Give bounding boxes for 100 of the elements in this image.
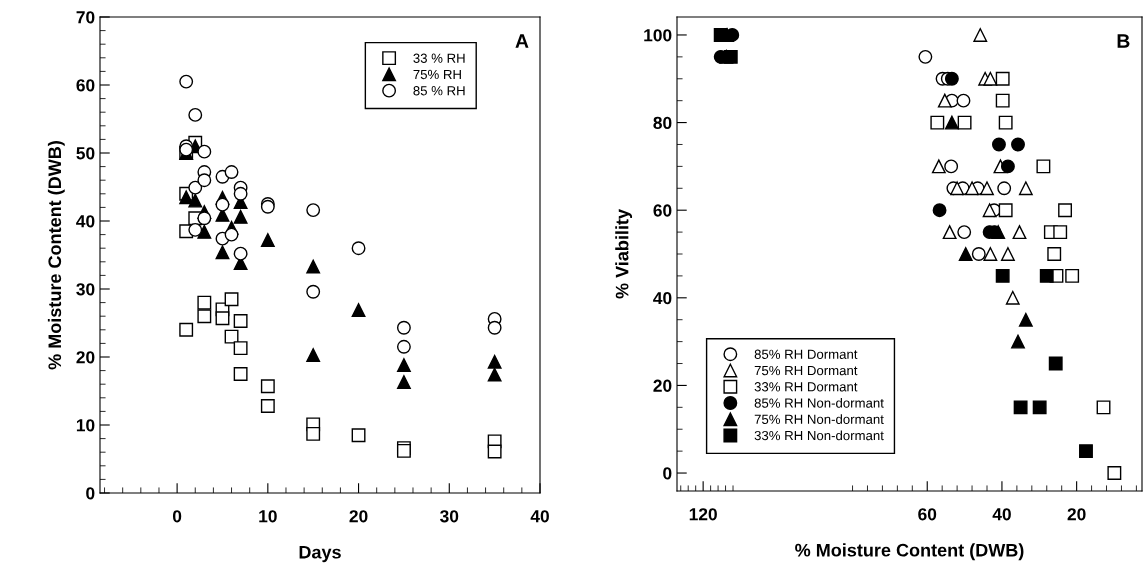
point xyxy=(1079,444,1093,459)
point xyxy=(932,203,947,218)
point xyxy=(396,375,411,390)
point xyxy=(396,339,411,354)
point xyxy=(998,203,1013,218)
point xyxy=(980,181,994,196)
point xyxy=(1000,247,1015,261)
point xyxy=(957,115,972,130)
y-axis-title: % Moisture Content (DWB) xyxy=(47,141,65,370)
y-tick-label: 50 xyxy=(76,147,95,160)
y-tick-label: 40 xyxy=(653,291,672,305)
point xyxy=(1036,159,1051,174)
point xyxy=(995,93,1010,108)
x-axis-title: % Moisture Content (DWB) xyxy=(795,543,1024,561)
point xyxy=(942,225,957,240)
point xyxy=(197,211,212,226)
point xyxy=(260,379,275,394)
point xyxy=(306,348,321,362)
point xyxy=(215,245,230,260)
point xyxy=(233,314,248,328)
point xyxy=(950,181,965,196)
point xyxy=(215,197,230,212)
legend-label: 33% RH Non-dormant xyxy=(754,430,884,441)
point xyxy=(1039,268,1054,283)
point xyxy=(937,93,952,108)
point xyxy=(351,241,366,256)
point xyxy=(931,159,946,174)
point xyxy=(233,209,248,224)
point xyxy=(233,367,248,381)
point xyxy=(944,159,959,174)
legend-label: 33 % RH xyxy=(413,53,465,63)
y-tick-label: 60 xyxy=(653,204,672,217)
x-axis-title: Days xyxy=(299,545,341,563)
point xyxy=(971,247,986,261)
legend-label: 85% RH Dormant xyxy=(754,349,858,359)
legend-label: 75% RH Non-dormant xyxy=(754,414,884,424)
point xyxy=(487,444,502,459)
point xyxy=(1032,400,1047,415)
point xyxy=(982,203,997,218)
x-tick-label: 30 xyxy=(440,510,459,523)
point xyxy=(956,93,971,108)
point xyxy=(965,181,980,196)
point xyxy=(197,224,212,239)
legend-label: 75% RH xyxy=(413,69,461,80)
point xyxy=(1012,225,1027,240)
point xyxy=(179,74,194,89)
point xyxy=(1018,181,1033,196)
y-tick-label: 20 xyxy=(76,351,95,364)
point xyxy=(723,49,738,64)
point xyxy=(1058,203,1073,218)
point xyxy=(1048,356,1063,371)
point xyxy=(197,173,212,188)
y-tick-label: 100 xyxy=(644,29,672,42)
x-tick-label: 60 xyxy=(918,508,937,521)
point xyxy=(1047,247,1062,261)
point xyxy=(224,227,239,242)
point xyxy=(197,295,212,310)
point xyxy=(197,309,212,324)
point xyxy=(995,268,1010,283)
text: A xyxy=(515,34,529,48)
x-tick-label: 120 xyxy=(689,508,717,521)
point xyxy=(487,367,502,382)
point xyxy=(930,115,945,130)
point xyxy=(179,190,194,205)
point xyxy=(396,358,411,373)
point xyxy=(992,137,1006,152)
legend-label: 33% RH Dormant xyxy=(754,382,858,392)
y-tick-label: 80 xyxy=(653,116,672,130)
y-tick-label: 0 xyxy=(663,467,672,480)
text: B xyxy=(1117,34,1130,48)
point xyxy=(997,181,1012,196)
point xyxy=(1096,400,1111,415)
point xyxy=(918,49,933,64)
point xyxy=(983,71,998,86)
y-tick-label: 60 xyxy=(76,79,95,92)
point xyxy=(188,107,203,122)
y-tick-label: 40 xyxy=(76,215,95,228)
point xyxy=(306,203,321,218)
point xyxy=(306,259,321,274)
y-axis-title: % Viability xyxy=(615,209,633,299)
point xyxy=(1005,290,1020,305)
point xyxy=(998,115,1013,130)
point xyxy=(351,428,366,443)
x-tick-label: 40 xyxy=(992,508,1011,521)
x-tick-label: 10 xyxy=(259,510,277,523)
point xyxy=(958,247,973,261)
y-tick-label: 30 xyxy=(76,283,95,296)
legend-label: 85% RH Non-dormant xyxy=(754,398,884,408)
point xyxy=(1013,400,1028,415)
x-tick-label: 40 xyxy=(530,510,549,523)
point xyxy=(224,292,239,307)
y-tick-label: 20 xyxy=(653,379,672,392)
point xyxy=(306,426,321,441)
point xyxy=(188,222,203,237)
y-tick-label: 0 xyxy=(86,487,95,500)
point xyxy=(233,246,248,261)
point xyxy=(1000,159,1015,174)
point xyxy=(306,284,321,299)
point xyxy=(233,341,248,356)
point xyxy=(487,320,502,335)
